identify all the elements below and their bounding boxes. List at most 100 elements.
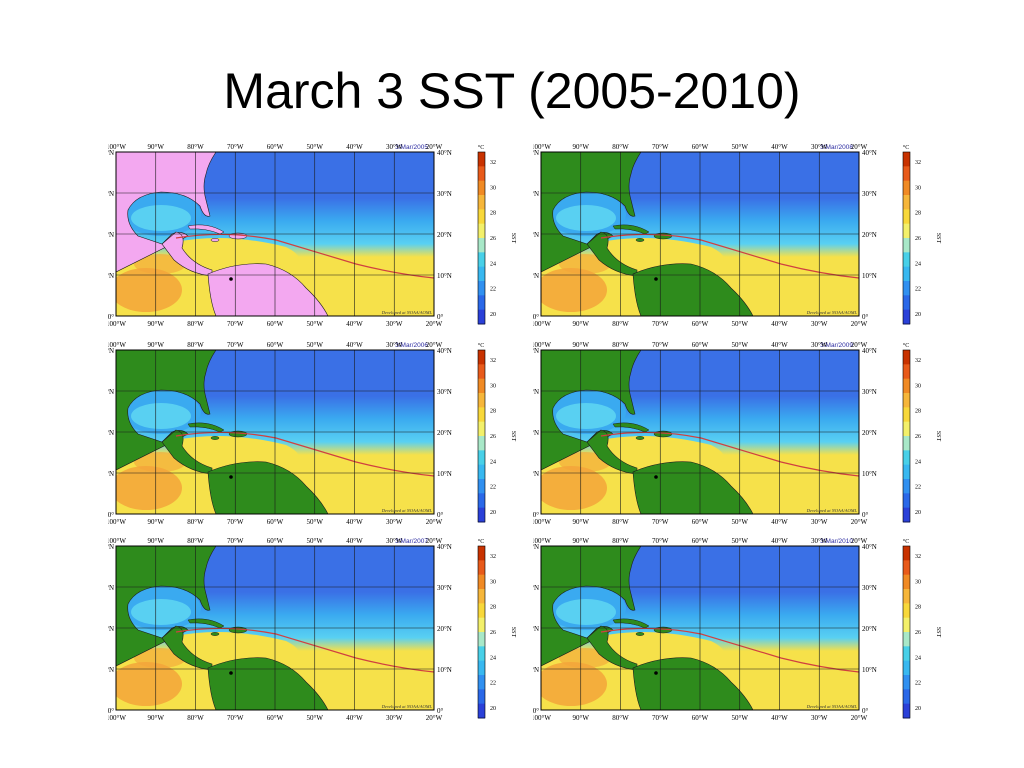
colorbar-tick-label: 32 xyxy=(915,554,921,560)
colorbar-segment xyxy=(478,223,485,239)
colorbar-segment xyxy=(478,407,485,423)
gulf-of-mexico-warm xyxy=(131,599,191,625)
lon-label-bottom: 20°W xyxy=(426,518,443,526)
central-america-land xyxy=(586,429,638,475)
colorbar-unit: °C xyxy=(478,342,484,349)
colorbar-segment xyxy=(903,364,910,380)
colorbar-frame xyxy=(477,545,486,719)
lon-label-top: 20°W xyxy=(851,143,868,151)
lat-label-right: 30°N xyxy=(437,584,452,592)
lat-label-right: 0° xyxy=(862,511,869,519)
lat-label-right: 0° xyxy=(862,707,869,715)
lon-label-bottom: 80°W xyxy=(187,518,204,526)
colorbar-segment xyxy=(903,223,910,239)
lon-label-top: 60°W xyxy=(692,143,709,151)
map-frame xyxy=(115,151,435,317)
lon-label-bottom: 50°W xyxy=(732,320,749,328)
colorbar-segment xyxy=(478,364,485,380)
lon-label-top: 100°W xyxy=(108,341,126,349)
colorbar-segment xyxy=(478,546,485,561)
station-marker xyxy=(229,277,233,281)
colorbar-tick-label: 30 xyxy=(915,579,921,585)
lat-label-left: 20°N xyxy=(108,231,114,239)
map-date-label: 3/Mar/2008 xyxy=(820,144,853,151)
colorbar-segment xyxy=(478,603,485,619)
lat-label-left: 0° xyxy=(108,511,114,519)
colorbar-segment xyxy=(903,675,910,690)
caribbean-sea xyxy=(176,238,299,272)
jamaica-land xyxy=(210,436,220,440)
lon-label-bottom: 60°W xyxy=(692,518,709,526)
colorbar-segment xyxy=(903,660,910,676)
lat-label-left: 0° xyxy=(108,313,114,321)
lon-label-top: 60°W xyxy=(267,341,284,349)
central-america-land xyxy=(586,231,638,277)
station-marker xyxy=(654,277,658,281)
colorbar-unit: °C xyxy=(903,342,909,349)
colorbar-segment xyxy=(903,378,910,394)
north-america-land xyxy=(116,152,217,273)
lon-label-bottom: 60°W xyxy=(692,320,709,328)
map-date-label: 3/Mar/2006 xyxy=(395,342,428,349)
lon-label-bottom: 80°W xyxy=(187,714,204,722)
lat-label-right: 40°N xyxy=(437,347,452,355)
colorbar-tick-label: 26 xyxy=(915,630,921,636)
lon-label-top: 40°W xyxy=(346,341,363,349)
lat-label-left: 20°N xyxy=(533,231,539,239)
lon-label-top: 30°W xyxy=(386,537,403,545)
colorbar-segment xyxy=(903,209,910,225)
sst-map: 3/Mar/2010 Developed at NOAA/AOML 100°W 100… xyxy=(533,537,941,722)
lon-label-top: 50°W xyxy=(307,341,324,349)
map-area xyxy=(541,350,859,514)
colorbar-unit: °C xyxy=(478,144,484,151)
colorbar-frame xyxy=(902,349,911,523)
lon-label-bottom: 20°W xyxy=(851,320,868,328)
colorbar-title: SST xyxy=(510,627,516,638)
colorbar-segment xyxy=(478,646,485,662)
sst-26c-contour xyxy=(600,627,859,673)
colorbar-segment xyxy=(478,152,485,167)
colorbar-segment xyxy=(478,560,485,576)
colorbar-tick-label: 32 xyxy=(490,554,496,560)
lon-label-bottom: 30°W xyxy=(811,714,828,722)
colorbar-frame xyxy=(477,349,486,523)
colorbar-tick-label: 24 xyxy=(915,261,921,267)
north-america-land xyxy=(116,546,217,667)
lon-label-bottom: 40°W xyxy=(771,714,788,722)
map-frame xyxy=(115,349,435,515)
sst-26c-contour xyxy=(175,431,434,477)
colorbar-tick-label: 30 xyxy=(490,383,496,389)
lat-label-left: 30°N xyxy=(108,584,114,592)
eastern-pacific-warm-pool xyxy=(116,466,182,510)
panel-2005: 3/Mar/2005 Developed at NOAA/AOML 100°W 100… xyxy=(108,134,532,330)
colorbar-segment xyxy=(478,689,485,705)
south-america-land xyxy=(632,461,754,514)
colorbar-tick-label: 32 xyxy=(915,160,921,166)
credit-label: Developed at NOAA/AOML xyxy=(381,310,433,315)
colorbar-segment xyxy=(478,350,485,365)
lon-label-top: 70°W xyxy=(227,143,244,151)
lon-label-top: 30°W xyxy=(811,537,828,545)
lon-label-bottom: 100°W xyxy=(108,320,126,328)
lon-label-bottom: 90°W xyxy=(148,714,165,722)
lon-label-top: 40°W xyxy=(771,341,788,349)
lat-label-left: 10°N xyxy=(108,272,114,280)
map-area xyxy=(541,546,859,710)
lon-label-bottom: 70°W xyxy=(652,320,669,328)
credit-label: Developed at NOAA/AOML xyxy=(381,704,433,709)
lat-label-right: 10°N xyxy=(862,470,877,478)
south-america-land xyxy=(632,263,754,316)
colorbar-segment xyxy=(903,617,910,633)
colorbar-frame xyxy=(477,151,486,325)
colorbar-segment xyxy=(903,152,910,167)
panel-2008: 3/Mar/2008 Developed at NOAA/AOML 100°W 100… xyxy=(533,134,957,330)
colorbar-tick-label: 24 xyxy=(490,655,496,661)
caribbean-sea xyxy=(601,632,724,666)
colorbar-segment xyxy=(903,350,910,365)
lat-label-right: 20°N xyxy=(437,625,452,633)
colorbar-segment xyxy=(478,617,485,633)
lon-label-bottom: 40°W xyxy=(346,320,363,328)
lon-label-bottom: 80°W xyxy=(187,320,204,328)
lat-label-left: 0° xyxy=(108,707,114,715)
colorbar-segment xyxy=(478,479,485,494)
